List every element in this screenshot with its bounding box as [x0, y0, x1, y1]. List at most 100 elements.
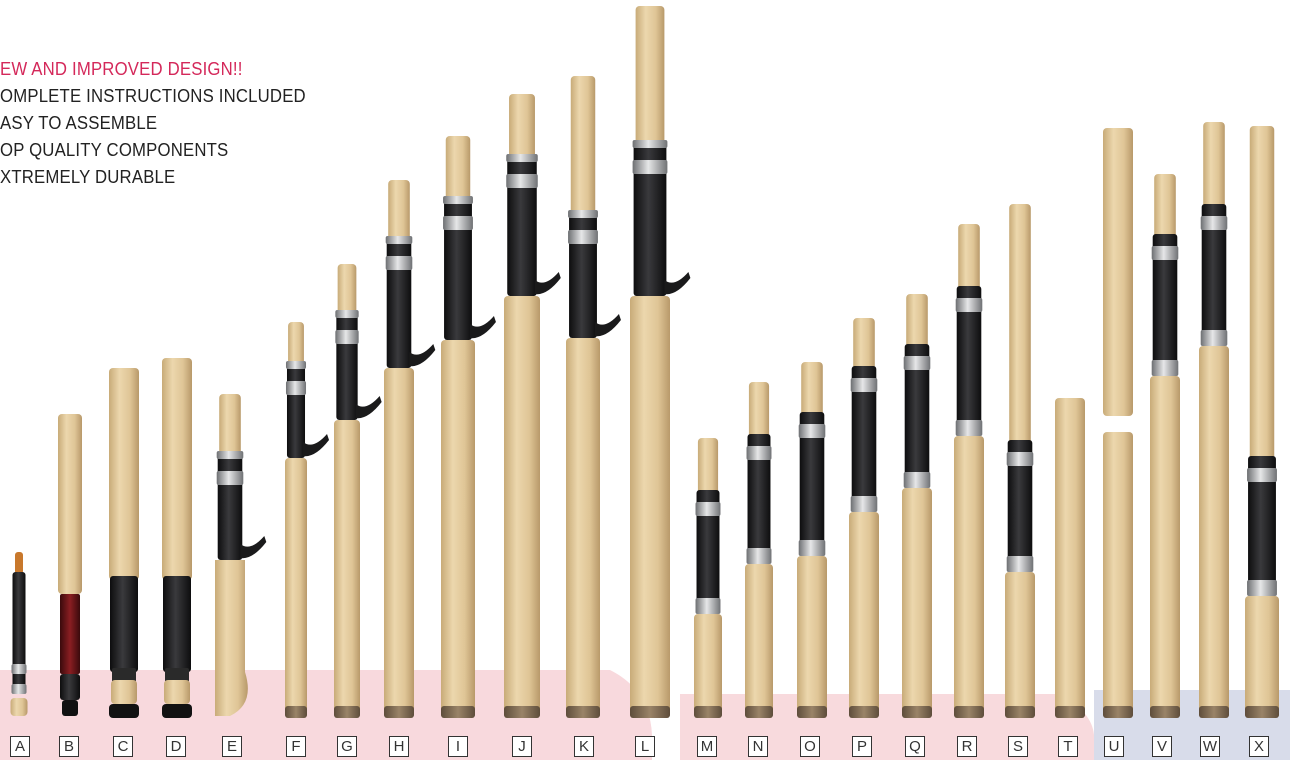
pink-band-middle [680, 694, 1094, 760]
metal-band [216, 451, 244, 459]
grip-section [904, 344, 930, 482]
rod-handle-f [285, 322, 330, 718]
rear-grip [441, 340, 475, 718]
background-bands [0, 670, 1290, 760]
grip-section [696, 490, 720, 608]
feature-item: OP QUALITY COMPONENTS [0, 140, 229, 160]
reel-seat-ring [112, 668, 136, 682]
fore-grip [1009, 204, 1031, 446]
rod-handle-v [1150, 174, 1180, 718]
lower-cork-grip [1103, 432, 1133, 718]
grip-section [163, 576, 191, 672]
metal-band [11, 684, 27, 694]
metal-band [1247, 468, 1277, 482]
trigger-hook [594, 314, 621, 337]
butt-cap [504, 706, 540, 718]
butt-cap [797, 706, 827, 718]
cork-section [58, 414, 82, 594]
feature-list: EW AND IMPROVED DESIGN!! OMPLETE INSTRUC… [0, 56, 329, 191]
rod-handle-b [58, 414, 82, 716]
rear-grip [954, 436, 984, 718]
label-g: G [337, 736, 357, 757]
fore-grip [1249, 126, 1275, 462]
rear-grip [215, 560, 248, 716]
rod-handle-g [334, 264, 382, 718]
label-a: A [10, 736, 30, 757]
metal-band [695, 598, 721, 614]
feature-item: XTREMELY DURABLE [0, 167, 176, 187]
trigger-hook [303, 434, 330, 457]
rod-handle-q [902, 294, 932, 718]
rod-handle-d [162, 358, 192, 718]
fore-grip [388, 180, 410, 246]
label-j: J [512, 736, 532, 757]
rod-handle-x [1245, 126, 1279, 718]
label-s: S [1008, 736, 1028, 757]
grip-section [1201, 204, 1227, 340]
rear-grip [630, 296, 670, 718]
metal-band [695, 502, 721, 516]
label-r: R [957, 736, 977, 757]
butt-cap [745, 706, 773, 718]
grip-section [799, 412, 825, 550]
grip-section [569, 214, 597, 338]
label-x: X [1249, 736, 1269, 757]
trigger-hook [355, 396, 382, 419]
metal-band [385, 236, 413, 244]
metal-band [568, 230, 598, 244]
metal-band [335, 330, 359, 344]
rear-grip [566, 338, 600, 718]
metal-band [285, 381, 307, 395]
grip-section [12, 572, 26, 694]
butt-cap [62, 700, 78, 716]
label-k: K [574, 736, 594, 757]
butt-cap [694, 706, 722, 718]
butt-cap [849, 706, 879, 718]
rear-grip [1005, 572, 1035, 718]
fore-grip [801, 362, 823, 418]
butt-cap [954, 706, 984, 718]
fore-grip [570, 76, 596, 220]
fore-grip [288, 322, 304, 371]
metal-band [1247, 580, 1277, 596]
trigger-hook [469, 316, 496, 339]
grip-section [1152, 234, 1178, 370]
rod-handle-s [1005, 204, 1035, 718]
label-o: O [800, 736, 820, 757]
trigger-hook [664, 272, 691, 295]
rod-handle-n [745, 382, 773, 718]
grip-section [386, 240, 412, 368]
rear-grip [1150, 376, 1180, 718]
butt-cap [1150, 706, 1180, 718]
rod-handle-u [1103, 128, 1133, 718]
feature-item: OMPLETE INSTRUCTIONS INCLUDED [0, 86, 306, 106]
grip-section [217, 455, 243, 560]
label-l: L [635, 736, 655, 757]
rear-grip [1199, 346, 1229, 718]
fore-grip [906, 294, 928, 350]
butt-cap [566, 706, 600, 718]
trigger-hook [534, 272, 561, 295]
grip-section [633, 144, 667, 296]
metal-band [1006, 556, 1034, 572]
label-f: F [286, 736, 306, 757]
rear-grip [384, 368, 414, 718]
blue-band-right [1094, 690, 1290, 760]
metal-band [632, 160, 668, 174]
fore-grip [697, 438, 719, 496]
metal-band [955, 298, 983, 312]
cork-section [109, 368, 139, 580]
rod-handle-c [109, 368, 139, 718]
grip-section [747, 434, 771, 558]
metal-band [1006, 452, 1034, 466]
reel-seat [60, 594, 80, 674]
upper-cork-grip [1103, 128, 1133, 416]
fore-grip [958, 224, 980, 292]
rod-handle-p [849, 318, 879, 718]
grip-section [444, 200, 472, 340]
metal-band [1151, 246, 1179, 260]
butt-cap [630, 706, 670, 718]
fore-grip [337, 264, 357, 320]
label-e: E [222, 736, 242, 757]
label-t: T [1058, 736, 1078, 757]
